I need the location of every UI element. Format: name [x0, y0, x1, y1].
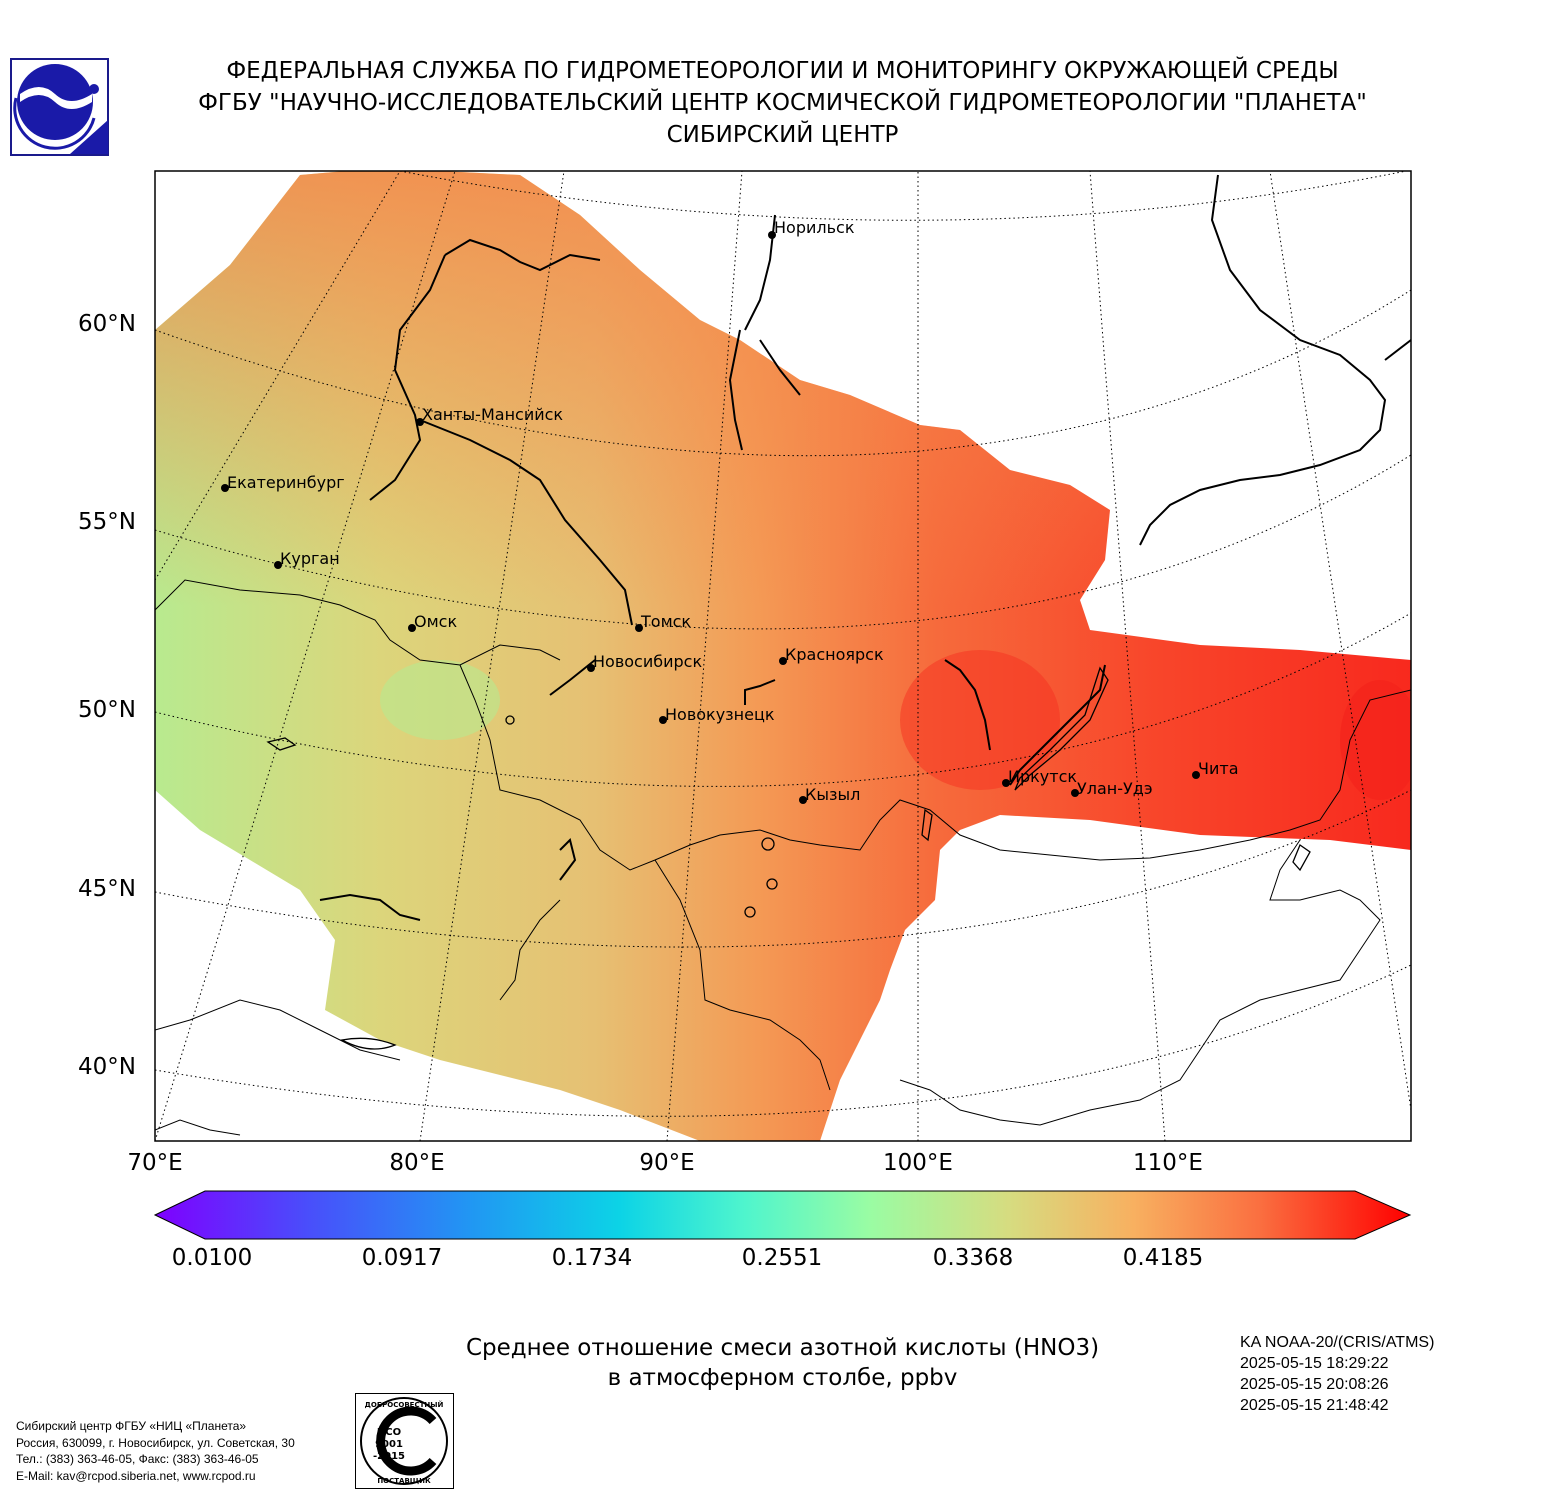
city-marker-ekb [221, 484, 229, 492]
iso-certificate-badge: ДОБРОСОВЕСТНЫЙ ИСО 9001 -2015 ПОСТАВЩИК [355, 1393, 454, 1489]
city-marker-norilsk [768, 231, 776, 239]
header-line-2: ФГБУ "НАУЧНО-ИССЛЕДОВАТЕЛЬСКИЙ ЦЕНТР КОС… [198, 90, 1367, 116]
header-line-1: ФЕДЕРАЛЬНАЯ СЛУЖБА ПО ГИДРОМЕТЕОРОЛОГИИ … [226, 58, 1339, 84]
colorbar-tick-1: 0.0100 [171, 1245, 253, 1271]
satellite-info: KA NOAA-20/(CRIS/ATMS) 2025-05-15 18:29:… [1240, 1332, 1434, 1416]
city-label-khanty-mansiysk: Ханты-Мансийск [422, 405, 564, 424]
city-label-irkutsk: Иркутск [1008, 767, 1078, 786]
contacts-line-3: Тел.: (383) 363-46-05, Факс: (383) 363-4… [16, 1452, 259, 1466]
city-marker-nkz [659, 716, 667, 724]
lat-tick-60: 60°N [78, 311, 136, 337]
city-marker-irk [1002, 779, 1010, 787]
city-marker-tomsk [635, 624, 643, 632]
city-marker-nsk [587, 664, 595, 672]
contacts-line-2: Россия, 630099, г. Новосибирск, ул. Сове… [16, 1435, 295, 1450]
city-label-novokuznetsk: Новокузнецк [665, 705, 775, 724]
pass-time-2: 2025-05-15 20:08:26 [1240, 1376, 1389, 1393]
city-marker-ulan [1071, 789, 1079, 797]
colorbar [153, 1190, 1412, 1240]
satellite-name: KA NOAA-20/(CRIS/ATMS) [1240, 1334, 1435, 1351]
svg-text:ИСО: ИСО [377, 1427, 401, 1438]
pass-time-3: 2025-05-15 21:48:42 [1240, 1397, 1389, 1414]
svg-text:9001: 9001 [375, 1439, 403, 1450]
city-label-chita: Чита [1198, 759, 1239, 778]
lon-tick-110: 110°E [1133, 1150, 1203, 1176]
title-line-2: в атмосферном столбе, ppbv [607, 1365, 958, 1391]
city-label-omsk: Омск [414, 612, 458, 631]
lon-tick-70: 70°E [127, 1150, 183, 1176]
city-marker-chita [1192, 771, 1200, 779]
city-marker-krsk [779, 657, 787, 665]
header-line-3: СИБИРСКИЙ ЦЕНТР [666, 122, 899, 148]
contacts-line-1: Сибирский центр ФГБУ «НИЦ «Планета» [16, 1419, 247, 1433]
map-title: Среднее отношение смеси азотной кислоты … [350, 1333, 1215, 1393]
city-label-krasnoyarsk: Красноярск [785, 645, 884, 664]
lat-tick-55: 55°N [78, 509, 136, 535]
city-label-novosibirsk: Новосибирск [593, 652, 703, 671]
city-label-ulan-ude: Улан-Удэ [1077, 779, 1153, 798]
colorbar-tick-5: 0.3368 [932, 1245, 1014, 1271]
svg-text:ПОСТАВЩИК: ПОСТАВЩИК [377, 1477, 431, 1485]
hno3-map [154, 170, 1412, 1142]
lat-tick-50: 50°N [78, 697, 136, 723]
lon-tick-90: 90°E [639, 1150, 695, 1176]
svg-text:-2015: -2015 [373, 1451, 405, 1462]
lon-tick-100: 100°E [883, 1150, 953, 1176]
city-label-kurgan: Курган [280, 549, 340, 568]
colorbar-tick-3: 0.1734 [551, 1245, 633, 1271]
lat-tick-40: 40°N [78, 1054, 136, 1080]
city-marker-kyzyl [799, 796, 807, 804]
city-marker-kurgan [274, 561, 282, 569]
city-marker-khanty [416, 418, 424, 426]
city-marker-omsk [408, 624, 416, 632]
colorbar-tick-2: 0.0917 [361, 1245, 443, 1271]
contacts-line-4: E-Mail: kav@rcpod.siberia.net, www.rcpod… [16, 1468, 256, 1483]
title-line-1: Среднее отношение смеси азотной кислоты … [465, 1335, 1100, 1361]
city-label-norilsk: Норильск [774, 218, 855, 237]
roshydromet-logo [10, 58, 110, 158]
lon-tick-80: 80°E [389, 1150, 445, 1176]
lat-tick-45: 45°N [78, 876, 136, 902]
svg-text:ДОБРОСОВЕСТНЫЙ: ДОБРОСОВЕСТНЫЙ [365, 1400, 444, 1409]
pass-time-1: 2025-05-15 18:29:22 [1240, 1355, 1389, 1372]
city-label-kyzyl: Кызыл [805, 785, 861, 804]
city-label-tomsk: Томск [641, 612, 692, 631]
city-label-ekaterinburg: Екатеринбург [227, 473, 345, 492]
organization-header: ФЕДЕРАЛЬНАЯ СЛУЖБА ПО ГИДРОМЕТЕОРОЛОГИИ … [120, 55, 1445, 151]
contacts-block: Сибирский центр ФГБУ «НИЦ «Планета» Росс… [16, 1418, 295, 1484]
colorbar-tick-4: 0.2551 [741, 1245, 823, 1271]
colorbar-tick-6: 0.4185 [1122, 1245, 1204, 1271]
